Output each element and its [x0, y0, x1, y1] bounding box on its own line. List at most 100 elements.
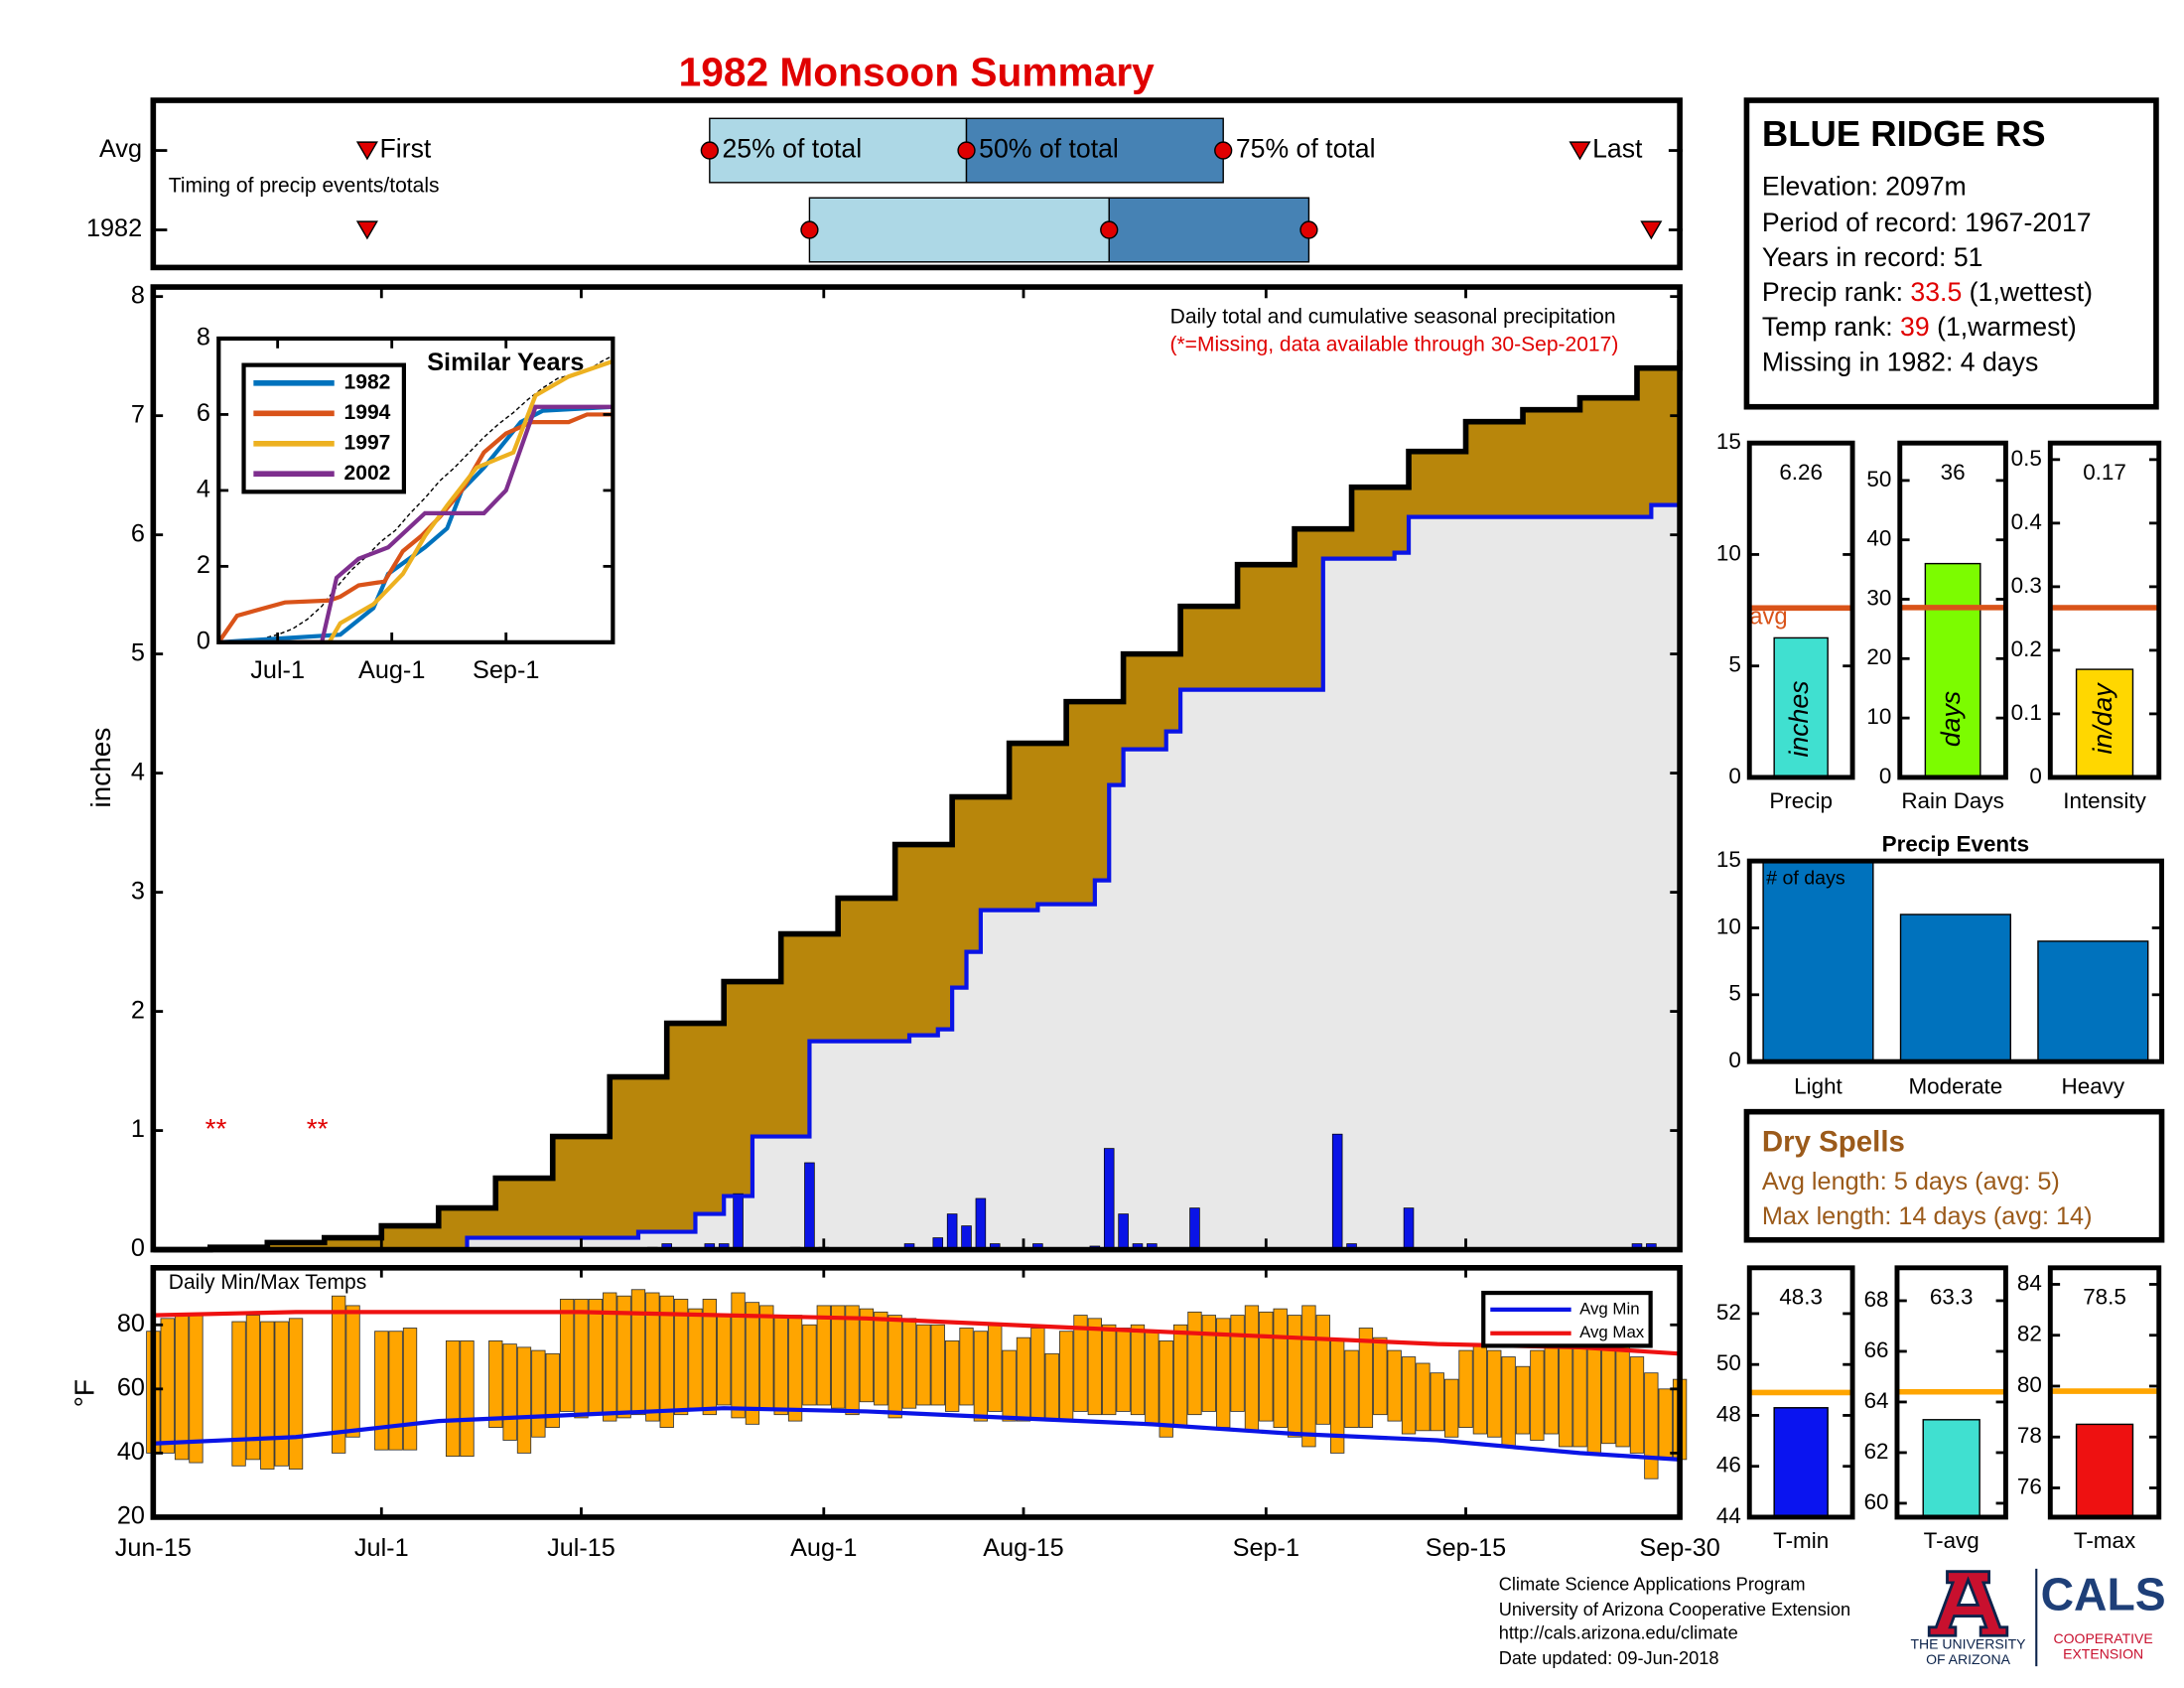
missing-marker: **	[307, 1113, 329, 1144]
temp-range-bar	[859, 1308, 875, 1403]
temp-range-bar	[959, 1328, 974, 1406]
temp-rank-label: Temp rank:	[1762, 312, 1893, 342]
temp-range-bar	[673, 1299, 689, 1416]
x-tick-label: Aug-1	[790, 1534, 857, 1562]
value-label: 36	[1941, 460, 1966, 485]
station-years: Years in record: 51	[1762, 242, 1983, 272]
temp-range-bar	[988, 1324, 1003, 1412]
temp-range-bar	[1102, 1324, 1117, 1416]
temp-range-bar	[1315, 1315, 1330, 1425]
station-box: BLUE RIDGE RS Elevation: 2097m Period of…	[1743, 97, 2159, 410]
y-tick-label: 82	[2017, 1322, 2042, 1346]
unit-label: in/day	[2088, 682, 2117, 755]
y-tick-label: 2	[197, 551, 210, 579]
plot-frame	[150, 1265, 1683, 1520]
bar	[1773, 1407, 1829, 1518]
footer-line: Climate Science Applications Program	[1499, 1574, 1806, 1595]
temp-range-bar	[274, 1321, 289, 1467]
timing-box-low	[808, 197, 1110, 263]
temp-range-bar	[388, 1331, 403, 1451]
y-tick-label: 64	[1864, 1388, 1889, 1413]
timing-box-high	[1108, 197, 1310, 263]
ua-logo-text: THE UNIVERSITY	[1911, 1636, 2027, 1652]
y-tick-label: 78	[2017, 1423, 2042, 1448]
series-line	[153, 1310, 1681, 1356]
temp-range-bar	[930, 1324, 945, 1406]
unit-label: days	[1936, 691, 1966, 747]
chart-range: 20 40 60 80 Jun-15 Jul-1 Jul-15 Aug-1 Aug-15 Sep-…	[68, 1265, 1720, 1562]
timing-triangle	[1569, 141, 1591, 161]
y-tick-label: 60	[1864, 1489, 1889, 1514]
y-tick-label: 40	[117, 1438, 145, 1466]
legend-label: Avg Max	[1579, 1323, 1645, 1341]
row-label: Avg	[99, 135, 142, 163]
x-tick-label: Jul-1	[354, 1534, 409, 1562]
temp-range-bar	[659, 1295, 674, 1428]
chart-bar: 78.5 T-max 76 78 80 82 84	[2017, 1265, 2162, 1553]
footer-line: Date updated: 09-Jun-2018	[1499, 1647, 1719, 1668]
bar	[1899, 914, 2011, 1062]
daily-bar	[1118, 1213, 1129, 1250]
daily-bar	[975, 1197, 987, 1250]
footer-line: University of Arizona Cooperative Extens…	[1499, 1599, 1850, 1619]
y-axis-label: °F	[68, 1379, 99, 1407]
temp-range-bar	[1487, 1349, 1502, 1438]
temp-range-bar	[502, 1343, 517, 1441]
daily-bar	[1331, 1133, 1343, 1250]
temp-range-bar	[1301, 1305, 1316, 1448]
y-tick-label: 0.1	[2011, 700, 2042, 725]
y-tick-label: 52	[1716, 1300, 1741, 1325]
temp-range-bar	[916, 1324, 931, 1406]
temp-range-bar	[1443, 1378, 1459, 1438]
temp-range-bar	[1273, 1308, 1288, 1428]
timing-label: Last	[1592, 134, 1643, 164]
y-tick-label: 5	[1728, 652, 1740, 677]
plot-frame	[150, 97, 1683, 271]
temp-range-bar	[1130, 1324, 1146, 1416]
series-line	[218, 404, 614, 644]
station-missing: Missing in 1982: 4 days	[1762, 347, 2038, 376]
temp-range-bar	[745, 1302, 760, 1425]
daily-bar	[961, 1225, 972, 1250]
temp-range-bar	[516, 1346, 532, 1454]
precip-rank: Precip rank: 33.5 (1,wettest)	[1762, 277, 2093, 307]
temp-range-bar	[1287, 1315, 1302, 1438]
temp-range-bar	[559, 1299, 575, 1412]
y-tick-label: 0.2	[2011, 636, 2042, 661]
y-tick-label: 5	[131, 638, 145, 666]
temp-range-bar	[1230, 1315, 1245, 1412]
y-tick-label: 80	[2017, 1372, 2042, 1397]
x-tick-label: Moderate	[1908, 1074, 2002, 1099]
plot-frame	[1746, 440, 1855, 780]
temp-range-bar	[973, 1331, 989, 1422]
y-tick-label: 15	[1716, 429, 1741, 454]
temp-range-bar	[445, 1339, 461, 1458]
y-tick-label: 7	[131, 400, 145, 428]
temp-range-bar	[874, 1311, 888, 1406]
plot-frame	[1894, 1265, 2008, 1520]
plot-frame	[1746, 858, 2165, 1064]
timing-marker	[1299, 220, 1318, 239]
average-line	[153, 350, 1683, 1253]
y-tick-label: 6	[131, 519, 145, 547]
temp-range-bar	[1030, 1328, 1045, 1419]
temp-range-bar	[531, 1349, 546, 1438]
cals-logo-sub: EXTENSION	[2063, 1646, 2143, 1662]
value-label: 6.26	[1779, 460, 1823, 485]
y-tick-label: 44	[1716, 1503, 1741, 1528]
temp-range-bar	[717, 1315, 732, 1406]
timing-label: 75% of total	[1236, 134, 1376, 164]
dry-spells-line: Avg length: 5 days (avg: 5)	[1762, 1168, 2060, 1196]
x-tick-label: Sep-30	[1639, 1534, 1719, 1562]
panel-label: # of days	[1766, 868, 1845, 890]
y-tick-label: 20	[117, 1502, 145, 1530]
legend-label: Avg Min	[1579, 1299, 1639, 1318]
missing-marker: **	[205, 1113, 227, 1144]
temp-range-bar	[1073, 1315, 1088, 1412]
daily-bar	[804, 1162, 815, 1250]
temp-range-bar	[901, 1318, 917, 1409]
row-label: 1982	[86, 214, 142, 242]
temp-range-bar	[1558, 1346, 1573, 1448]
temp-range-bar	[374, 1331, 389, 1451]
